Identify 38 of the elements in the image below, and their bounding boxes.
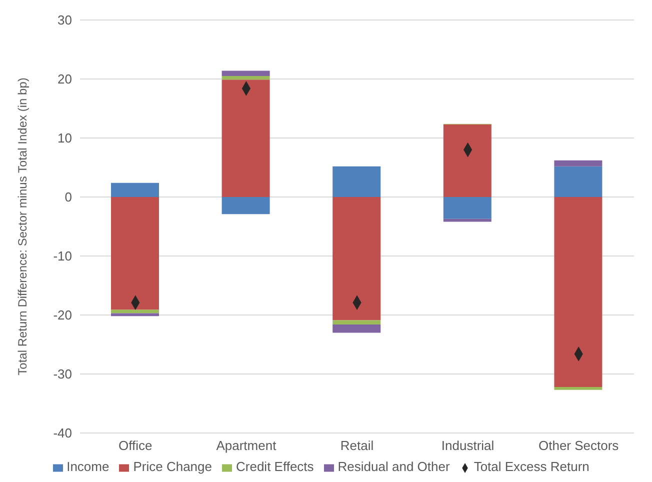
bar: [222, 80, 270, 197]
y-tick-label: 0: [64, 190, 72, 205]
x-tick-label: Office: [118, 438, 152, 454]
bar: [332, 197, 381, 320]
x-tick-label: Industrial: [441, 438, 494, 454]
x-tick-label: Apartment: [216, 438, 277, 454]
x-tick-label: Retail: [340, 438, 374, 454]
bar: [554, 166, 602, 197]
x-tick-label: Other Sectors: [538, 438, 620, 454]
y-tick-label: 30: [58, 12, 72, 28]
bar: [554, 197, 602, 387]
bar: [222, 70, 270, 76]
bar: [222, 197, 270, 214]
y-tick-label: 10: [58, 130, 72, 146]
y-tick-label: -30: [53, 366, 72, 382]
y-tick-label: -20: [53, 308, 72, 323]
legend-label: Credit Effects: [236, 459, 314, 474]
y-tick-label: -10: [53, 248, 72, 264]
bar: [111, 182, 159, 197]
y-tick-label: -40: [53, 426, 72, 441]
legend-label: Income: [66, 459, 110, 474]
legend-label: Price Change: [133, 459, 212, 474]
bar: [332, 166, 381, 197]
legend-label: Residual and Other: [338, 459, 450, 474]
bar: [111, 313, 159, 316]
bar: [222, 76, 270, 80]
bar: [332, 324, 381, 333]
bar: [443, 218, 492, 222]
bar: [111, 197, 159, 310]
y-tick-label: 20: [58, 72, 72, 87]
y-axis-title: Total Return Difference: Sector minus Total Index (in bp): [15, 78, 30, 376]
bar: [332, 320, 381, 324]
bar: [443, 197, 492, 219]
legend-label: Total Excess Return: [474, 459, 590, 474]
bar: [554, 160, 602, 166]
bar: [443, 124, 492, 197]
bar: [554, 386, 602, 390]
bar: [111, 310, 159, 314]
